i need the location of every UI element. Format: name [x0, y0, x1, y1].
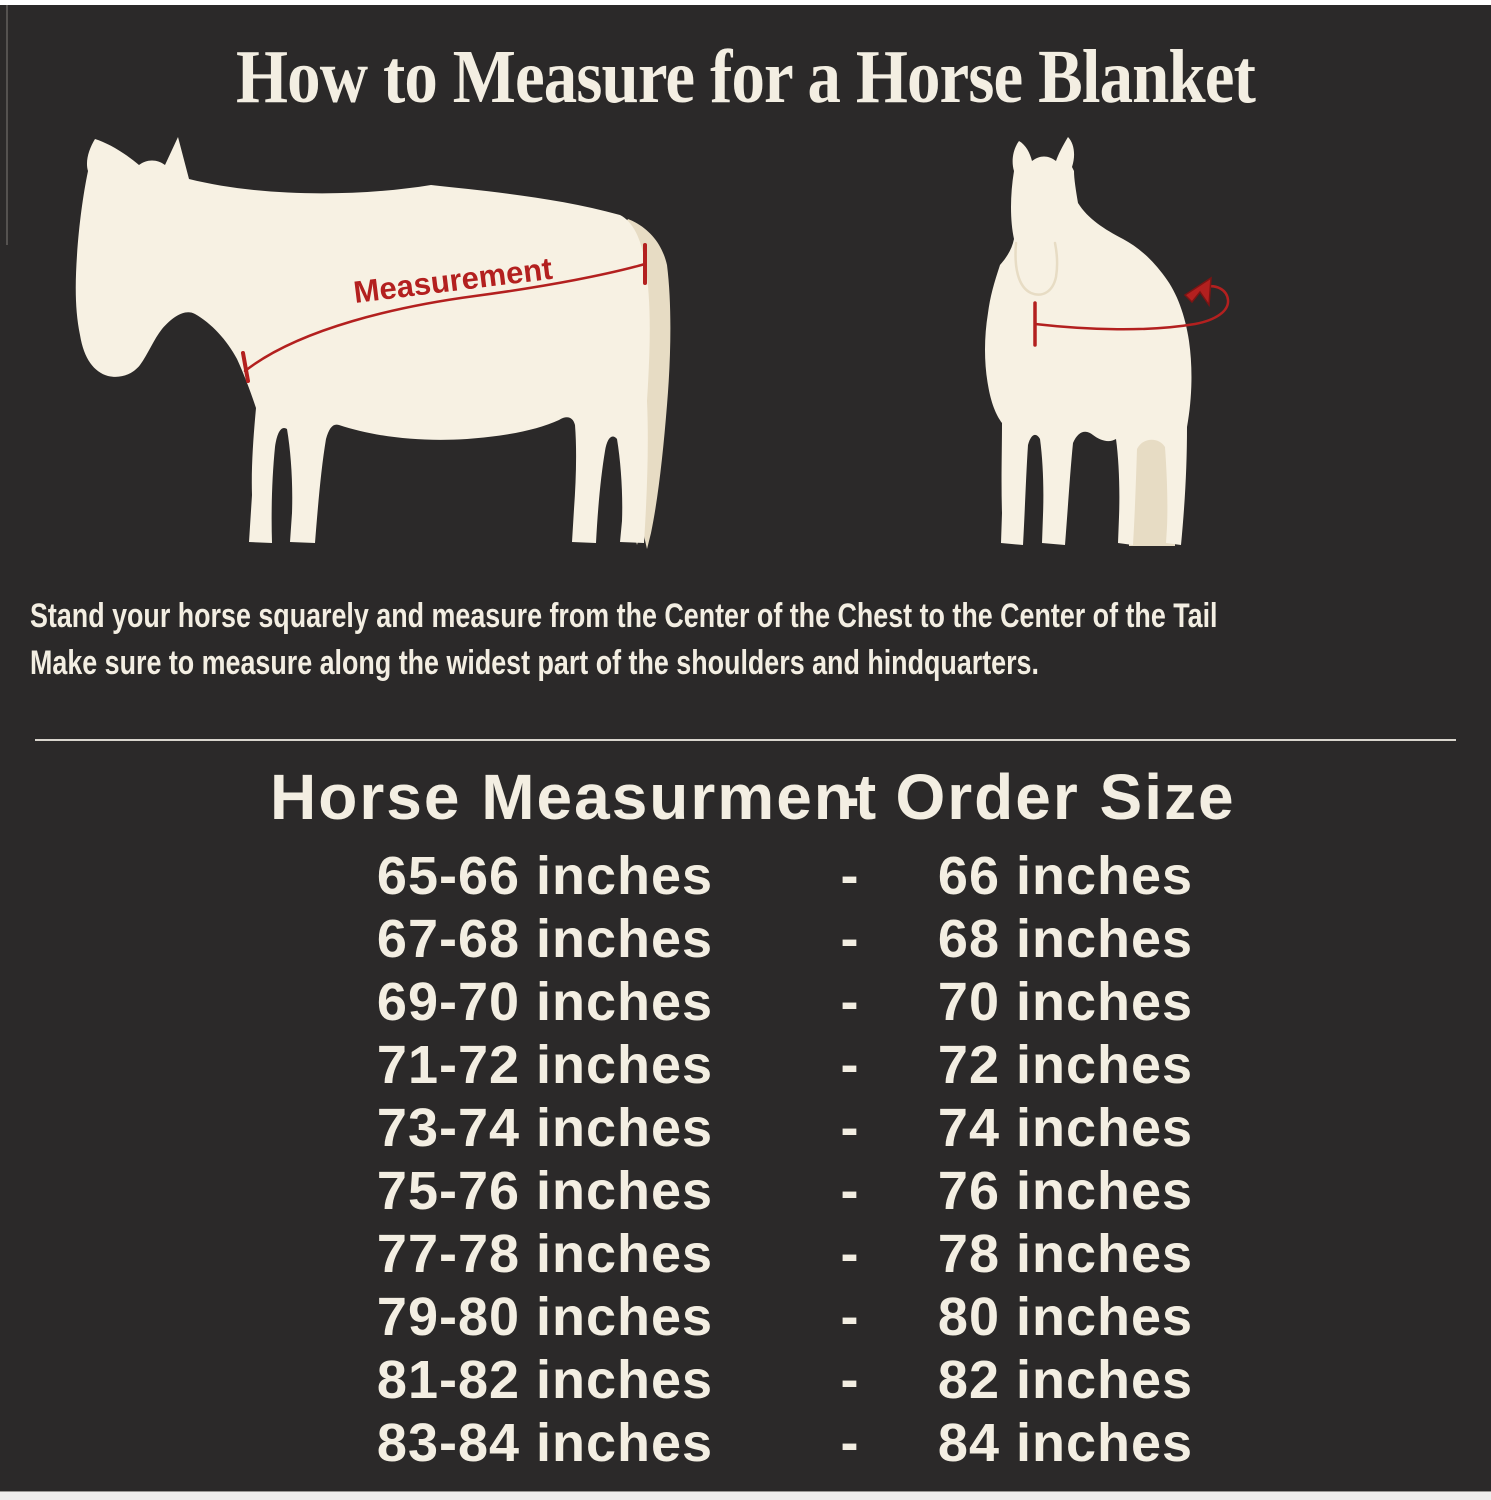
horse-measurement-value: 71-72 inches	[376, 1035, 714, 1095]
front-horse-illustration	[985, 137, 1230, 546]
girth-measurement-line	[1033, 285, 1230, 331]
header-order-size: Order Size	[895, 761, 1236, 833]
diagram-area: Measurement	[0, 131, 1491, 563]
table-row: 73-74 inches - 74 inches	[130, 1097, 1361, 1160]
section-divider	[35, 739, 1456, 741]
header-separator: -	[838, 761, 862, 833]
horse-measurement-value: 67-68 inches	[376, 909, 714, 969]
side-horse-illustration: Measurement	[75, 137, 671, 549]
horse-measurement-value: 75-76 inches	[376, 1161, 714, 1221]
order-size-value: 68 inches	[937, 909, 1194, 969]
table-row: 81-82 inches - 82 inches	[130, 1349, 1361, 1412]
horse-measurement-value: 81-82 inches	[376, 1350, 714, 1410]
order-size-value: 66 inches	[937, 846, 1194, 906]
horse-measurement-value: 73-74 inches	[376, 1098, 714, 1158]
table-row: 67-68 inches - 68 inches	[130, 908, 1361, 971]
row-separator: -	[840, 1287, 860, 1347]
row-separator: -	[840, 1098, 860, 1158]
size-chart: Horse Measurment - Order Size 65-66 inch…	[130, 759, 1361, 1475]
horse-measurement-value: 83-84 inches	[376, 1413, 714, 1473]
row-separator: -	[840, 846, 860, 906]
row-separator: -	[840, 1224, 860, 1284]
order-size-value: 78 inches	[937, 1224, 1194, 1284]
row-separator: -	[840, 1161, 860, 1221]
order-size-value: 80 inches	[937, 1287, 1194, 1347]
measuring-instructions: Stand your horse squarely and measure fr…	[30, 593, 1461, 687]
header-horse-measurement: Horse Measurment	[270, 761, 879, 833]
measurement-tick-chest	[241, 351, 250, 383]
order-size-value: 70 inches	[937, 972, 1194, 1032]
table-row: 83-84 inches - 84 inches	[130, 1412, 1361, 1475]
row-separator: -	[840, 1350, 860, 1410]
table-row: 75-76 inches - 76 inches	[130, 1160, 1361, 1223]
order-size-value: 72 inches	[937, 1035, 1194, 1095]
row-separator: -	[840, 909, 860, 969]
top-border	[0, 0, 1491, 5]
table-row: 77-78 inches - 78 inches	[130, 1223, 1361, 1286]
table-row: 79-80 inches - 80 inches	[130, 1286, 1361, 1349]
bottom-border	[0, 1491, 1491, 1500]
order-size-value: 84 inches	[937, 1413, 1194, 1473]
order-size-value: 74 inches	[937, 1098, 1194, 1158]
left-edge-line	[6, 5, 8, 245]
horse-measurement-value: 79-80 inches	[376, 1287, 714, 1347]
horse-measurement-value: 77-78 inches	[376, 1224, 714, 1284]
front-horse-silhouette	[985, 137, 1192, 545]
row-separator: -	[840, 1413, 860, 1473]
order-size-value: 76 inches	[937, 1161, 1194, 1221]
table-row: 69-70 inches - 70 inches	[130, 971, 1361, 1034]
side-horse-silhouette	[75, 137, 650, 543]
instruction-line-2: Make sure to measure along the widest pa…	[30, 644, 1039, 682]
table-row: 71-72 inches - 72 inches	[130, 1034, 1361, 1097]
page-title: How to Measure for a Horse Blanket	[236, 35, 1256, 119]
size-chart-body: 65-66 inches - 66 inches 67-68 inches - …	[130, 845, 1361, 1475]
row-separator: -	[840, 1035, 860, 1095]
front-horse-muzzle-shading	[1014, 241, 1059, 296]
measurement-line	[243, 262, 647, 373]
horse-measurement-value: 69-70 inches	[376, 972, 714, 1032]
row-separator: -	[840, 972, 860, 1032]
instruction-line-1: Stand your horse squarely and measure fr…	[30, 597, 1218, 635]
table-row: 65-66 inches - 66 inches	[130, 845, 1361, 908]
order-size-value: 82 inches	[937, 1350, 1194, 1410]
horse-measurement-value: 65-66 inches	[376, 846, 714, 906]
girth-arrow-icon	[1183, 276, 1212, 308]
size-chart-header: Horse Measurment - Order Size	[130, 759, 1361, 835]
